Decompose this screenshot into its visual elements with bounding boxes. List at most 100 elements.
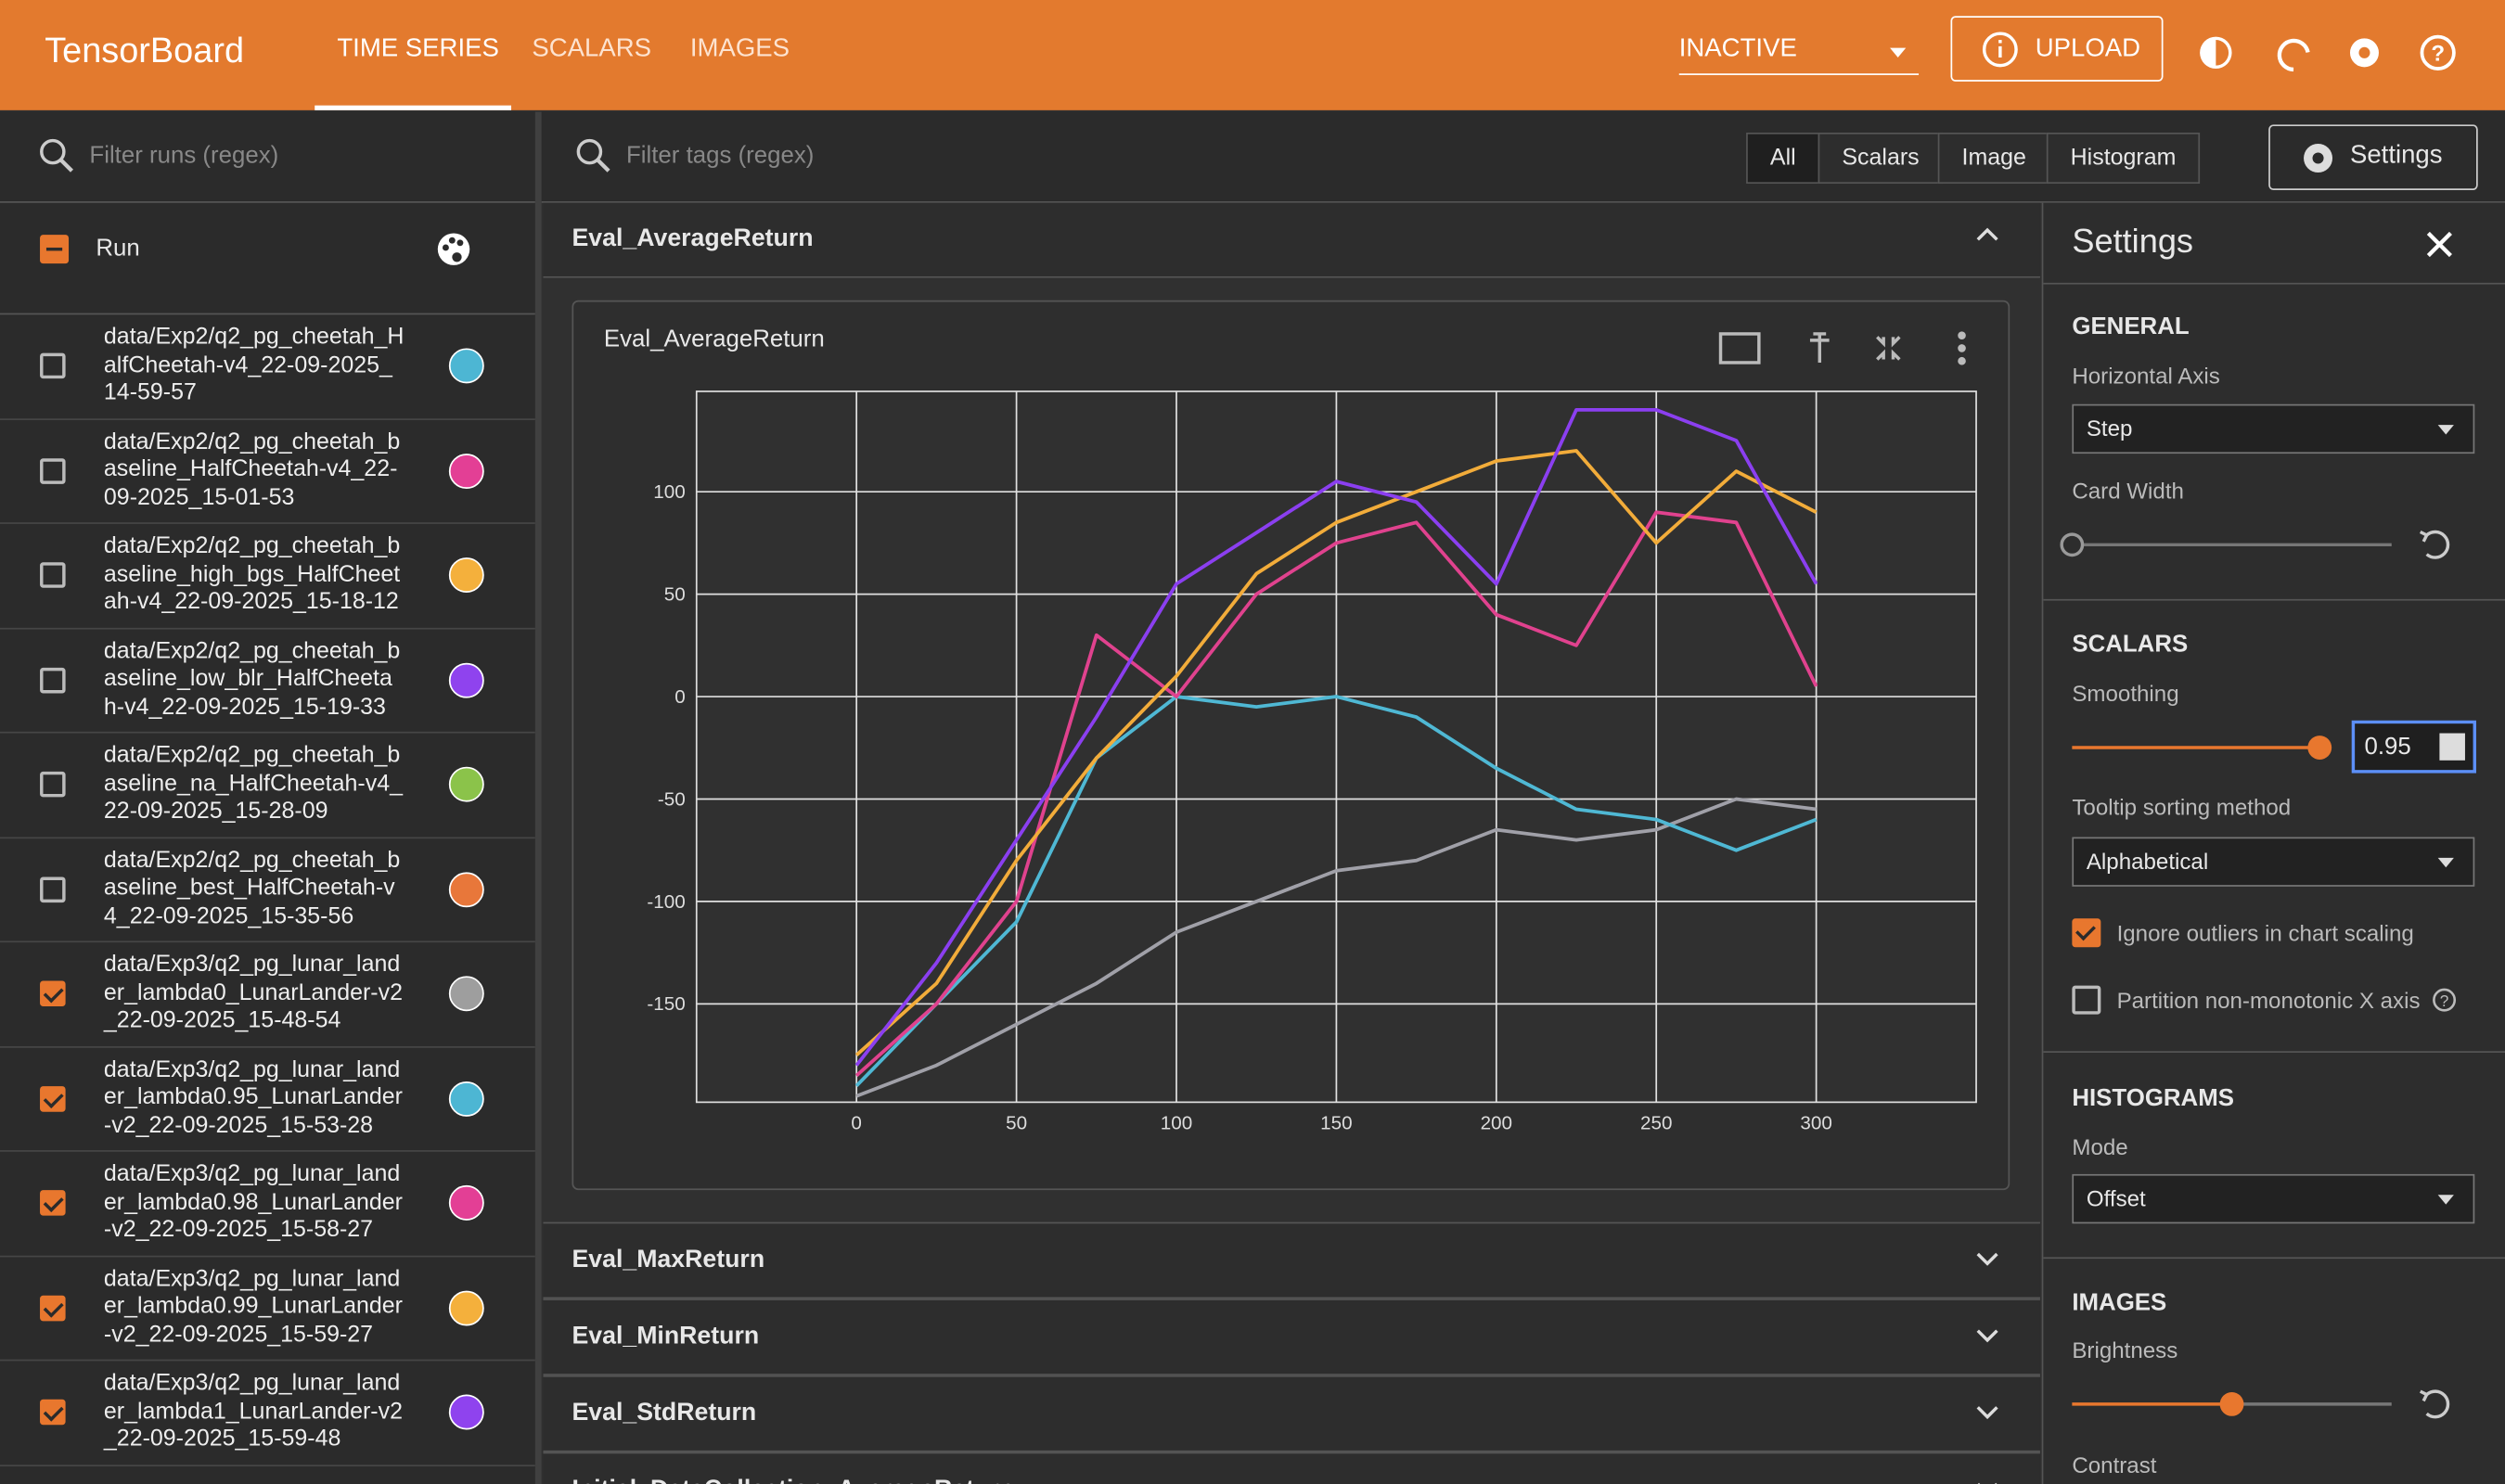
label: Brightness <box>2072 1337 2178 1363</box>
section-title: HISTOGRAMS <box>2072 1084 2234 1112</box>
group-header[interactable]: Eval_AverageReturn <box>543 202 2040 278</box>
x-tick-label: 150 <box>1320 1113 1352 1134</box>
run-color[interactable] <box>448 1394 484 1430</box>
label: Smoothing <box>2072 680 2179 707</box>
run-color[interactable] <box>448 453 484 489</box>
run-checkbox[interactable] <box>40 1085 66 1112</box>
settings-button[interactable]: Settings <box>2268 124 2478 190</box>
run-color[interactable] <box>448 767 484 803</box>
chip[interactable]: Scalars <box>1818 132 1944 185</box>
section-header[interactable]: Eval_MaxReturn <box>543 1222 2040 1299</box>
app-title: TensorBoard <box>45 30 245 70</box>
section-title: Eval_MaxReturn <box>572 1246 765 1273</box>
gear-icon <box>2304 144 2333 173</box>
run-row: data/Exp2/q2_pg_cheetah_HalfCheetah-v4_2… <box>0 314 535 420</box>
tags-filter[interactable]: Filter tags (regex) <box>626 142 815 170</box>
section-title: Eval_MinReturn <box>572 1323 760 1350</box>
section-title: Eval_StdReturn <box>572 1399 757 1426</box>
settings-panel: Settings GENERAL Horizontal Axis Step Ca… <box>2041 202 2505 1484</box>
y-tick-label: 0 <box>674 686 685 708</box>
run-row: data/Exp2/q2_pg_cheetah_baseline_na_Half… <box>0 734 535 838</box>
chart-title: Eval_AverageReturn <box>604 326 825 352</box>
smoothing-input[interactable]: 0.95 <box>2351 720 2477 774</box>
toolbar: Filter tags (regex) Settings <box>541 111 2505 203</box>
checkbox[interactable] <box>2072 985 2101 1015</box>
run-color[interactable] <box>448 348 484 384</box>
tab[interactable]: TIME SERIES <box>337 34 499 63</box>
series-line <box>855 797 1817 1098</box>
run-checkbox[interactable] <box>40 562 66 589</box>
section-title: SCALARS <box>2072 631 2189 659</box>
section-header[interactable]: Eval_StdReturn <box>543 1375 2040 1452</box>
run-name: data/Exp3/q2_pg_lunar_lander_lambda0_Lun… <box>103 952 403 1034</box>
label: Contrast <box>2072 1452 2157 1478</box>
run-color[interactable] <box>448 1081 484 1117</box>
header: TensorBoard TIME SERIES SCALARS IMAGES I… <box>0 0 2505 110</box>
run-name: data/Exp3/q2_pg_lunar_lander_lambda0.98_… <box>103 1161 404 1243</box>
run-name: data/Exp2/q2_pg_cheetah_HalfCheetah-v4_2… <box>103 324 405 406</box>
run-color[interactable] <box>448 871 484 907</box>
y-tick-label: 100 <box>653 481 685 503</box>
header-icons: ? <box>2200 34 2456 72</box>
run-name: data/Exp2/q2_pg_cheetah_baseline_best_Ha… <box>103 847 401 929</box>
x-tick-label: 200 <box>1481 1113 1512 1134</box>
run-checkbox[interactable] <box>40 1295 66 1321</box>
run-checkbox[interactable] <box>40 457 66 484</box>
select[interactable]: Step <box>2072 403 2475 454</box>
run-row: data/Exp2/q2_pg_cheetah_baseline_low_blr… <box>0 629 535 734</box>
run-checkbox[interactable] <box>40 1190 66 1217</box>
y-tick-label: 50 <box>664 584 686 606</box>
brightness-slider[interactable] <box>2060 1382 2491 1426</box>
tab-indicator <box>315 105 512 110</box>
run-checkbox[interactable] <box>40 667 66 694</box>
settings-title: Settings <box>2072 224 2194 261</box>
x-tick-label: 250 <box>1640 1113 1672 1134</box>
y-tick-label: -100 <box>647 891 685 913</box>
info-icon <box>1982 32 2018 68</box>
close-button[interactable] <box>2423 228 2455 260</box>
run-name: data/Exp2/q2_pg_cheetah_baseline_na_Half… <box>103 742 403 825</box>
run-list: data/Exp2/q2_pg_cheetah_HalfCheetah-v4_2… <box>0 313 535 1466</box>
select-value: Step <box>2086 415 2133 441</box>
label: Partition non-monotonic X axis <box>2116 987 2421 1013</box>
select[interactable]: Alphabetical <box>2072 837 2475 887</box>
run-name: data/Exp2/q2_pg_cheetah_baseline_low_blr… <box>103 638 401 720</box>
chip[interactable]: Image <box>1937 132 2050 185</box>
select-all[interactable] <box>40 235 70 264</box>
run-color[interactable] <box>448 1290 484 1326</box>
select[interactable]: Offset <box>2072 1173 2475 1224</box>
run-checkbox[interactable] <box>40 1400 66 1426</box>
search-icon <box>40 138 74 173</box>
run-state-select[interactable]: INACTIVE <box>1678 35 1920 75</box>
chip[interactable]: Histogram <box>2046 132 2201 185</box>
run-color[interactable] <box>448 1185 484 1222</box>
label: Horizontal Axis <box>2072 362 2220 389</box>
runs-filter[interactable]: Filter runs (regex) <box>89 142 279 170</box>
card-width-slider[interactable] <box>2060 522 2491 567</box>
upload-button[interactable]: UPLOAD <box>1950 16 2164 82</box>
run-color[interactable] <box>448 557 484 594</box>
run-color[interactable] <box>448 976 484 1012</box>
palette-icon[interactable] <box>436 232 471 267</box>
card-icons <box>1718 331 1966 365</box>
run-row: data/Exp3/q2_pg_lunar_lander_lambda0.95_… <box>0 1047 535 1152</box>
run-row: data/Exp2/q2_pg_cheetah_baseline_HalfChe… <box>0 419 535 524</box>
run-checkbox[interactable] <box>40 353 66 379</box>
upload-label: UPLOAD <box>2035 34 2141 63</box>
run-row: data/Exp2/q2_pg_cheetah_baseline_high_bg… <box>0 524 535 629</box>
label: Tooltip sorting method <box>2072 793 2292 820</box>
section-header[interactable]: Initial_DataCollection_AverageReturn <box>543 1452 2040 1484</box>
run-checkbox[interactable] <box>40 772 66 798</box>
run-checkbox[interactable] <box>40 876 66 902</box>
run-name: data/Exp2/q2_pg_cheetah_baseline_high_bg… <box>103 533 401 616</box>
runs-panel: Filter runs (regex) Run data/Exp2/q2_pg_… <box>0 111 542 1484</box>
checkbox[interactable] <box>2072 918 2101 948</box>
tab[interactable]: IMAGES <box>689 34 790 63</box>
run-color[interactable] <box>448 662 484 698</box>
tab[interactable]: SCALARS <box>532 34 652 63</box>
smoothing-slider[interactable] <box>2060 727 2347 769</box>
run-checkbox[interactable] <box>40 980 66 1007</box>
section-header[interactable]: Eval_MinReturn <box>543 1298 2040 1375</box>
chip[interactable]: All <box>1746 132 1820 185</box>
